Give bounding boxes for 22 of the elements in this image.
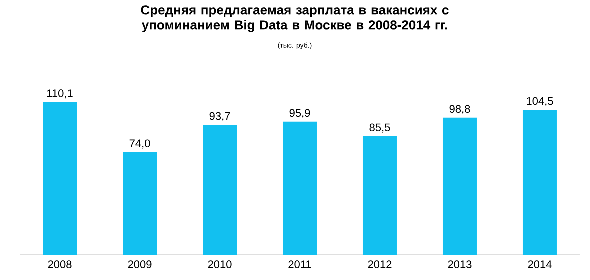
bar bbox=[362, 136, 397, 255]
x-tick-label: 2008 bbox=[48, 260, 72, 268]
x-tick-label: 2009 bbox=[128, 260, 152, 268]
chart-title: Средняя предлагаемая зарплата в вакансиях с упоминанием Big Data в Москве в 2008-2014 гг. bbox=[141, 6, 449, 32]
x-tick-label: 2011 bbox=[288, 260, 312, 268]
bar bbox=[123, 152, 158, 255]
bar bbox=[522, 110, 557, 255]
x-tick-label: 2012 bbox=[368, 260, 392, 268]
x-tick-label: 2010 bbox=[208, 260, 232, 268]
data-label: 85,5 bbox=[370, 124, 390, 133]
data-label: 104,5 bbox=[527, 97, 554, 106]
data-label: 95,9 bbox=[290, 109, 310, 118]
x-tick-label: 2014 bbox=[528, 260, 552, 268]
data-label: 93,7 bbox=[210, 112, 230, 122]
bar bbox=[282, 122, 317, 255]
bar bbox=[43, 102, 78, 255]
data-label: 110,1 bbox=[47, 90, 73, 99]
bar bbox=[442, 118, 477, 255]
bar bbox=[203, 124, 237, 255]
x-tick-label: 2013 bbox=[448, 260, 472, 268]
data-label: 98,8 bbox=[450, 105, 470, 114]
data-label: 74,0 bbox=[130, 140, 150, 149]
